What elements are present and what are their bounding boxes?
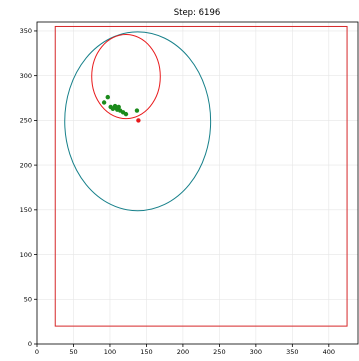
axes: 0 50 100 150 200 250 300 350 400 0 50 100 150 200 250 3… [20, 21, 359, 356]
x-tick-label: 400 [323, 348, 335, 356]
data-point-series-1 [134, 108, 140, 113]
point-layer [101, 94, 141, 123]
x-tick-label: 300 [250, 348, 262, 356]
y-tick-label: 200 [20, 161, 32, 169]
data-point-series-1 [101, 100, 107, 105]
y-tick-label: 250 [20, 117, 32, 125]
y-tick-label: 50 [24, 295, 32, 303]
boundary-rectangle [54, 25, 348, 327]
shape-layer [54, 25, 348, 327]
y-tick-label: 300 [20, 72, 32, 80]
y-tick-label: 150 [20, 206, 32, 214]
y-tick-label: 350 [20, 27, 32, 35]
y-tick-label: 100 [20, 251, 32, 259]
ellipse-2 [91, 34, 161, 120]
x-tick-label: 100 [104, 348, 116, 356]
data-point-series-1 [116, 104, 121, 110]
x-tick-label: 350 [286, 348, 298, 356]
chart-title: Step: 6196 [174, 8, 221, 18]
axes-frame [36, 21, 359, 345]
x-tick-label: 150 [140, 348, 152, 356]
y-tick-label: 0 [28, 340, 32, 348]
x-tick-label: 250 [213, 348, 225, 356]
data-point-series-1 [123, 111, 129, 117]
x-tick-label: 0 [35, 348, 39, 356]
x-tick-label: 200 [177, 348, 189, 356]
ellipse-1 [64, 31, 212, 212]
data-point-series-2 [136, 118, 141, 123]
x-tick-label: 50 [69, 348, 77, 356]
data-point-series-1 [105, 94, 110, 100]
